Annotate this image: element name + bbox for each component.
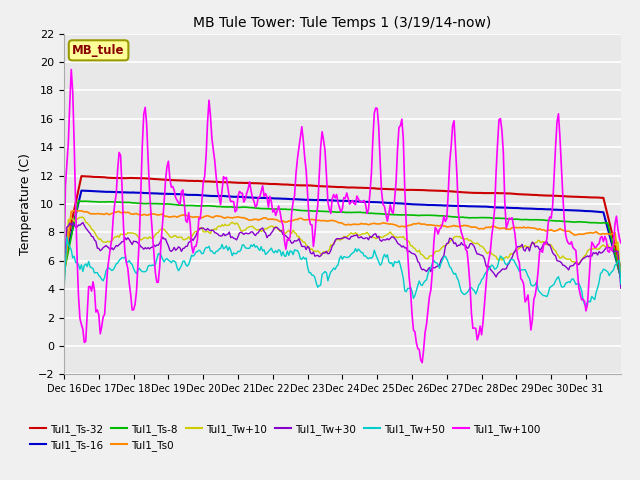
Text: MB_tule: MB_tule — [72, 44, 125, 57]
Title: MB Tule Tower: Tule Temps 1 (3/19/14-now): MB Tule Tower: Tule Temps 1 (3/19/14-now… — [193, 16, 492, 30]
Y-axis label: Temperature (C): Temperature (C) — [19, 153, 32, 255]
Legend: Tul1_Ts-32, Tul1_Ts-16, Tul1_Ts-8, Tul1_Ts0, Tul1_Tw+10, Tul1_Tw+30, Tul1_Tw+50,: Tul1_Ts-32, Tul1_Ts-16, Tul1_Ts-8, Tul1_… — [30, 424, 540, 451]
